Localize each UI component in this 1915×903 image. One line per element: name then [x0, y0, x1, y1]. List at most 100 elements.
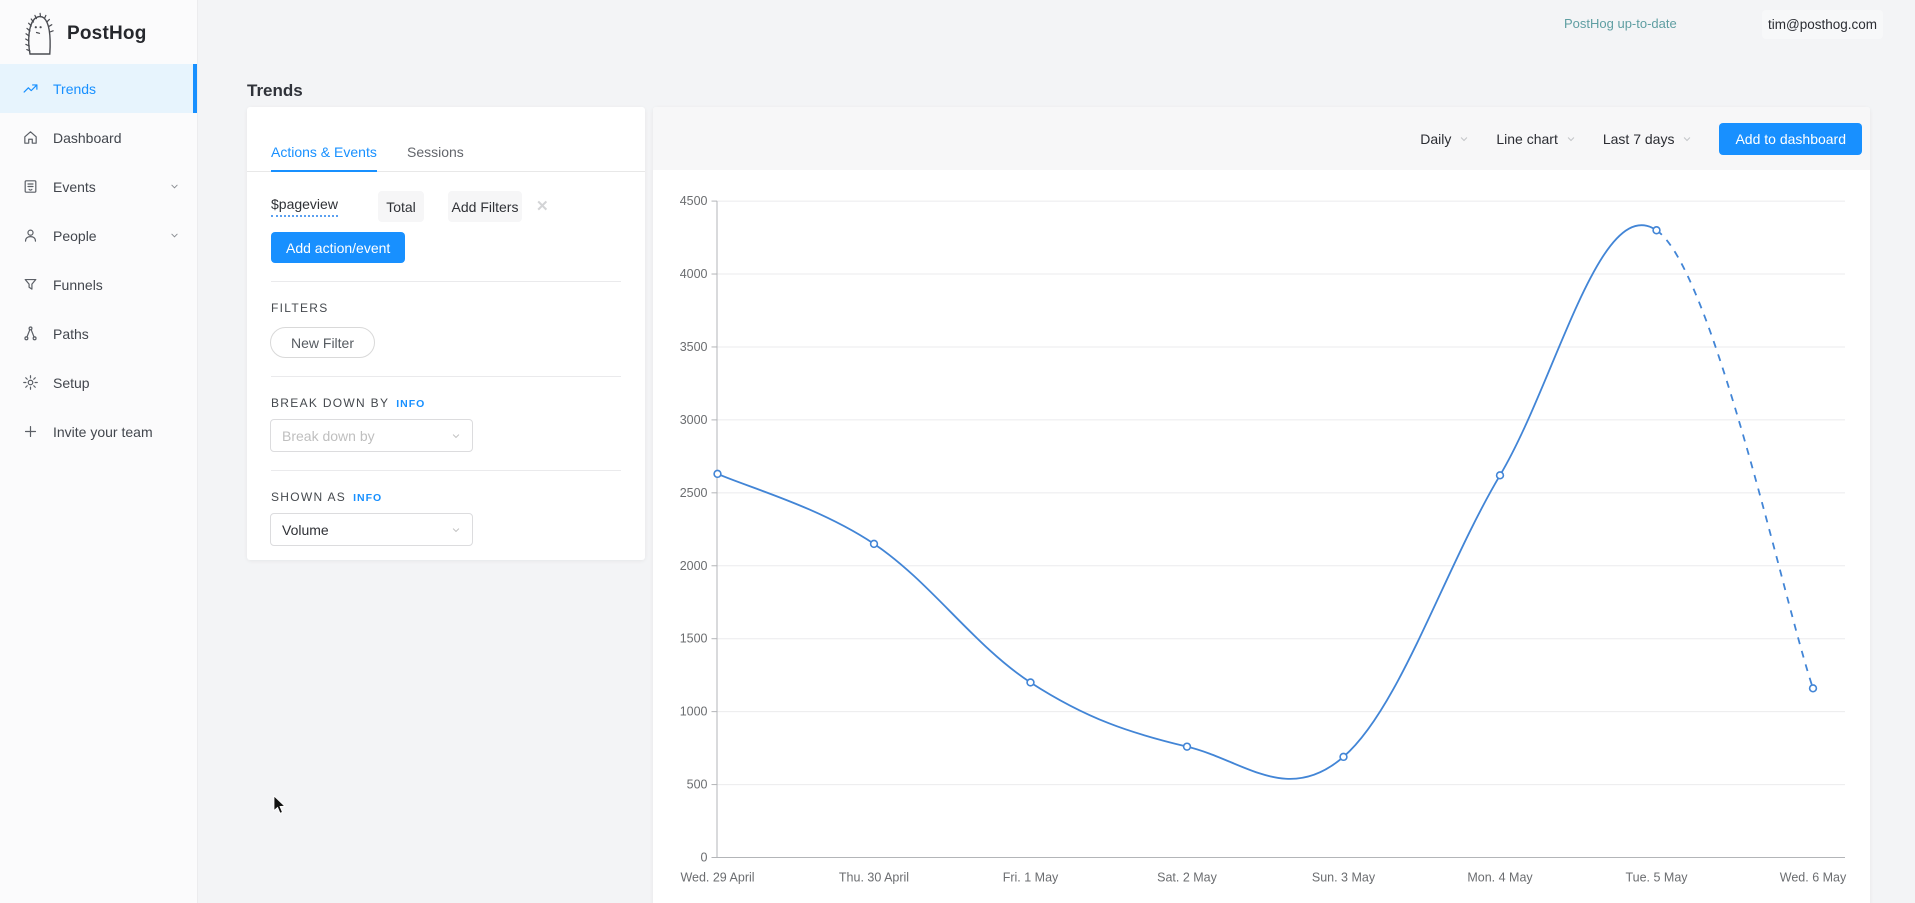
sidebar-item-dashboard[interactable]: Dashboard — [0, 113, 197, 162]
data-point — [1495, 471, 1505, 480]
svg-text:1000: 1000 — [680, 705, 708, 719]
date-range-select[interactable]: Last 7 days — [1603, 131, 1693, 147]
hedgehog-logo-icon — [25, 12, 54, 55]
tab-bar: Actions & Events Sessions — [247, 107, 645, 172]
svg-text:Sat. 2 May: Sat. 2 May — [1157, 871, 1217, 885]
add-to-dashboard-button[interactable]: Add to dashboard — [1719, 122, 1862, 155]
svg-text:Sun. 3 May: Sun. 3 May — [1312, 871, 1376, 885]
query-panel: Actions & Events Sessions $pageview Tota… — [247, 107, 645, 560]
shown-as-info-link[interactable]: INFO — [353, 492, 383, 504]
svg-text:Thu. 30 April: Thu. 30 April — [839, 871, 909, 885]
chart-panel: Daily Line chart Last 7 days Add to dash… — [653, 107, 1870, 903]
data-point — [1339, 752, 1348, 762]
data-point — [1652, 226, 1661, 235]
data-point — [713, 469, 722, 479]
shown-as-select[interactable]: Volume — [270, 513, 473, 546]
data-point — [869, 539, 879, 549]
breakdown-select[interactable]: Break down by — [270, 419, 473, 452]
sidebar: PostHog Trends Dashboard Events People Funne… — [0, 0, 198, 903]
sidebar-item-label: Funnels — [53, 276, 103, 293]
user-email[interactable]: tim@posthog.com — [1762, 10, 1883, 39]
sidebar-item-label: People — [53, 227, 97, 244]
svg-text:Mon. 4 May: Mon. 4 May — [1467, 871, 1533, 885]
setup-icon — [23, 375, 38, 390]
sidebar-item-label: Paths — [53, 325, 89, 342]
sidebar-item-paths[interactable]: Paths — [0, 309, 197, 358]
svg-text:2000: 2000 — [680, 559, 708, 573]
sidebar-item-label: Trends — [53, 80, 97, 97]
breakdown-placeholder: Break down by — [282, 427, 375, 444]
shown-as-heading-text: SHOWN AS — [271, 490, 347, 504]
svg-text:4000: 4000 — [680, 267, 708, 281]
paths-icon — [24, 326, 37, 341]
divider — [271, 376, 621, 377]
add-action-event-button[interactable]: Add action/event — [271, 232, 406, 263]
sidebar-item-label: Events — [53, 178, 96, 195]
sidebar-item-funnels[interactable]: Funnels — [0, 260, 197, 309]
chart-toolbar: Daily Line chart Last 7 days Add to dash… — [653, 107, 1870, 170]
sidebar-item-trends[interactable]: Trends — [0, 64, 197, 113]
interval-select[interactable]: Daily — [1420, 131, 1469, 147]
sidebar-item-label: Dashboard — [53, 129, 122, 146]
tab-actions-events[interactable]: Actions & Events — [271, 144, 377, 172]
mouse-cursor — [273, 795, 286, 814]
chevron-down-icon — [171, 184, 178, 189]
sidebar-item-invite-your-team[interactable]: Invite your team — [0, 407, 197, 456]
version-status[interactable]: PostHog up-to-date — [1564, 16, 1677, 31]
data-point — [1026, 678, 1035, 687]
breakdown-info-link[interactable]: INFO — [396, 398, 426, 410]
chart-type-select[interactable]: Line chart — [1496, 131, 1575, 147]
sidebar-nav: Trends Dashboard Events People Funnels Paths S… — [0, 64, 197, 456]
shown-as-heading: SHOWN AS INFO — [271, 490, 382, 504]
sidebar-item-events[interactable]: Events — [0, 162, 197, 211]
app-name: PostHog — [67, 23, 147, 44]
funnels-icon — [24, 278, 37, 290]
line-chart-svg: 0 500 1000 1500 2000 2500 3000 3500 4000 4500 Wed.… — [680, 194, 1847, 885]
trends-line-chart: 0 500 1000 1500 2000 2500 3000 3500 4000 4500 Wed.… — [653, 170, 1870, 903]
interval-value: Daily — [1420, 130, 1452, 147]
series-line-dashed-incomplete — [1655, 229, 1814, 689]
svg-text:1500: 1500 — [680, 632, 708, 646]
new-filter-button[interactable]: New Filter — [270, 327, 376, 358]
svg-text:2500: 2500 — [680, 486, 708, 500]
dashboard-icon — [24, 131, 37, 144]
sidebar-item-people[interactable]: People — [0, 211, 197, 260]
svg-text:Wed. 6 May: Wed. 6 May — [1780, 871, 1847, 885]
y-grid: 0 500 1000 1500 2000 2500 3000 3500 4000 4500 — [680, 194, 1845, 865]
trends-icon — [23, 84, 38, 93]
svg-text:0: 0 — [701, 851, 708, 865]
svg-text:Fri. 1 May: Fri. 1 May — [1003, 871, 1059, 885]
svg-text:4500: 4500 — [680, 194, 708, 208]
event-name[interactable]: $pageview — [271, 196, 338, 217]
shown-as-value: Volume — [282, 521, 329, 538]
date-range-value: Last 7 days — [1602, 130, 1675, 147]
chart-type-value: Line chart — [1496, 130, 1558, 147]
math-total-button[interactable]: Total — [378, 191, 424, 222]
sidebar-item-setup[interactable]: Setup — [0, 358, 197, 407]
events-icon — [24, 180, 37, 193]
chevron-down-icon — [1461, 136, 1468, 141]
remove-event-icon[interactable]: ✕ — [536, 198, 549, 215]
divider — [271, 470, 621, 471]
plus-icon — [24, 425, 37, 438]
series-line-solid — [717, 224, 1658, 780]
chevron-down-icon — [452, 433, 460, 438]
tab-sessions[interactable]: Sessions — [407, 144, 464, 160]
chevron-down-icon — [452, 527, 460, 532]
app-logo: PostHog — [0, 0, 197, 60]
breakdown-heading: BREAK DOWN BY INFO — [271, 396, 425, 410]
svg-text:Tue. 5 May: Tue. 5 May — [1625, 871, 1688, 885]
breakdown-heading-text: BREAK DOWN BY — [271, 396, 390, 410]
chevron-down-icon — [1684, 136, 1691, 141]
data-points — [713, 226, 1818, 762]
add-filters-button[interactable]: Add Filters — [448, 191, 522, 222]
data-point — [1182, 742, 1192, 751]
svg-text:Wed. 29 April: Wed. 29 April — [680, 871, 754, 885]
svg-text:3000: 3000 — [680, 413, 708, 427]
svg-text:3500: 3500 — [680, 340, 708, 354]
sidebar-item-label: Invite your team — [53, 423, 153, 440]
chevron-down-icon — [1567, 136, 1575, 141]
data-point — [1808, 684, 1818, 693]
divider — [271, 281, 621, 282]
